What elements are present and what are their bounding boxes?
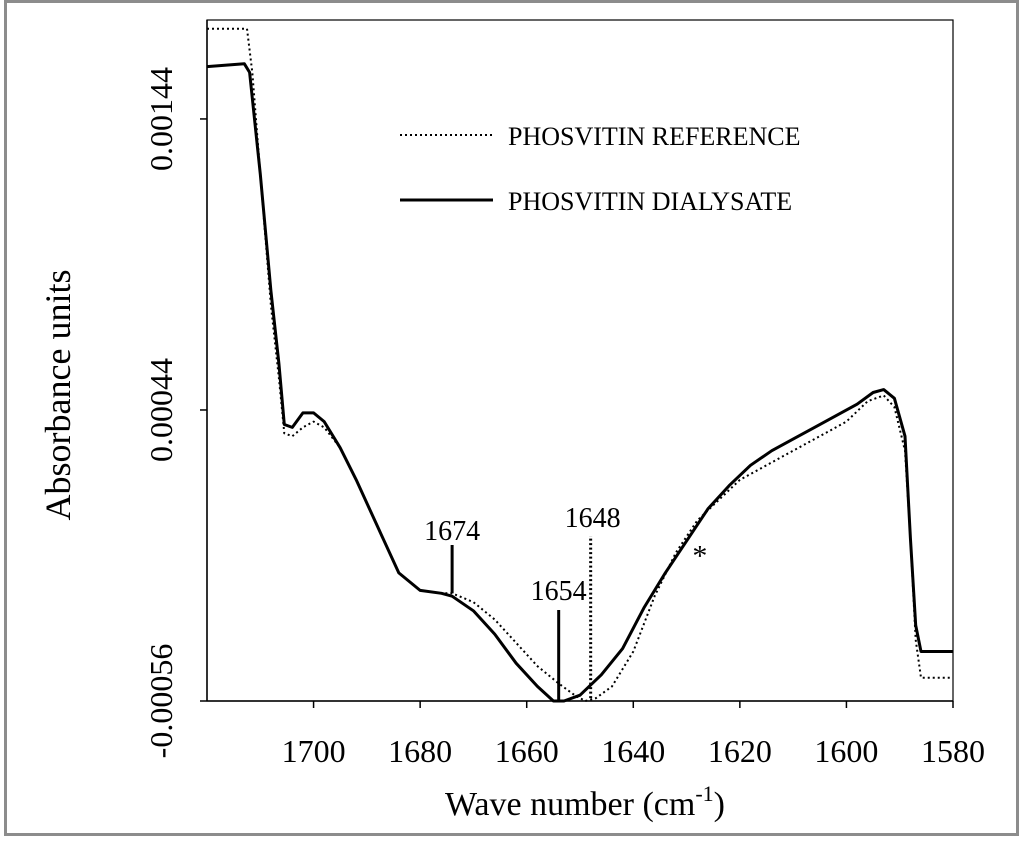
annotation-label-1654: 1654 [531, 576, 587, 607]
x-axis-label-main: Wave number (cm [445, 786, 695, 823]
x-axis-label: Wave number (cm-1) [445, 781, 725, 823]
x-tick-label-1680: 1680 [388, 733, 452, 769]
y-axis-label: Absorbance units [38, 270, 78, 521]
legend: PHOSVITIN REFERENCE PHOSVITIN DIALYSATE [400, 122, 801, 216]
x-tick-label-1660: 1660 [495, 733, 559, 769]
x-tick-label-1700: 1700 [282, 733, 346, 769]
axes: 1700 1680 1660 1640 1620 1600 1580 0.00144 0.000… [143, 19, 985, 769]
y-tick-label--0.00056: -0.00056 [143, 644, 179, 759]
annotation-layer: 1674 1654 1648 * [424, 503, 707, 701]
y-tick-label-0.00144: 0.00144 [143, 67, 179, 171]
x-tick-label-1600: 1600 [814, 733, 878, 769]
x-tick-label-1580: 1580 [921, 733, 985, 769]
x-axis-label-sup: -1 [695, 781, 713, 806]
series-line-reference [207, 27, 953, 702]
annotation-label-1674: 1674 [424, 516, 480, 547]
annotation-label-1648: 1648 [565, 503, 621, 534]
x-axis-label-close: ) [714, 786, 725, 823]
y-tick-label-0.00044: 0.00044 [143, 358, 179, 462]
figure-frame [4, 0, 1019, 836]
x-tick-label-1640: 1640 [601, 733, 665, 769]
x-tick-label-1620: 1620 [708, 733, 772, 769]
legend-label-dialysate: PHOSVITIN DIALYSATE [508, 187, 792, 216]
annotation-asterisk: * [692, 540, 707, 573]
legend-label-reference: PHOSVITIN REFERENCE [508, 122, 801, 151]
